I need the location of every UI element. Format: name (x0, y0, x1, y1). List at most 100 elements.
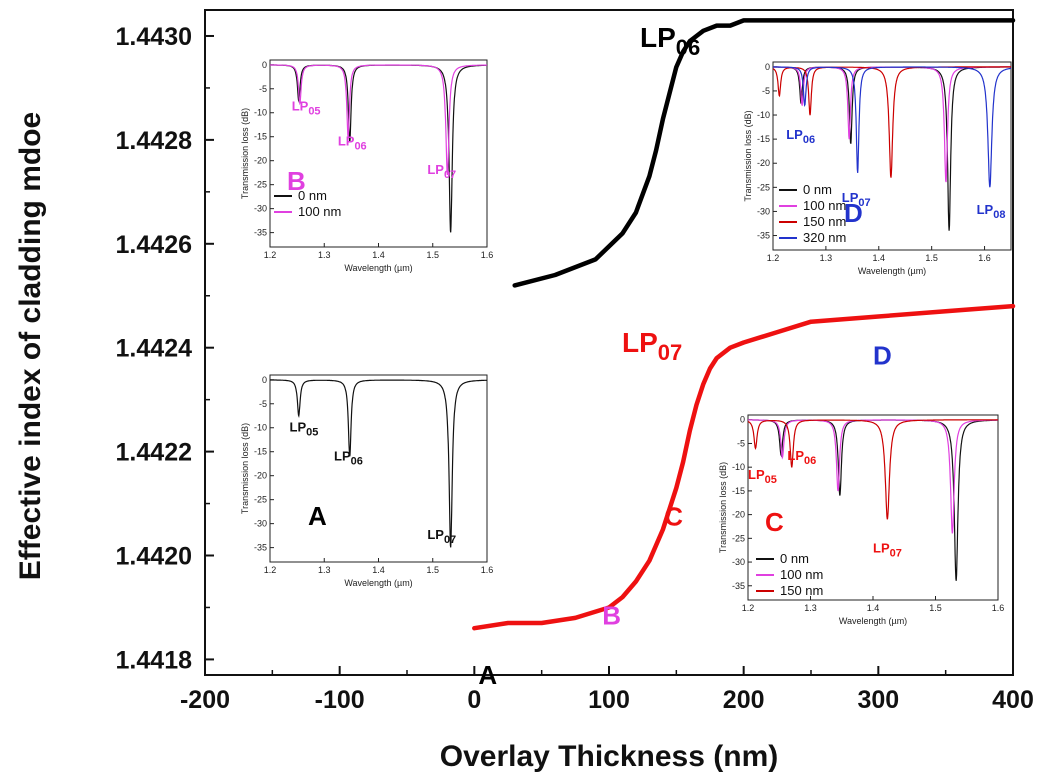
x-axis-title: Overlay Thickness (nm) (440, 740, 778, 773)
inset-y-tick-label: -10 (254, 108, 267, 118)
inset-legend-label: 0 nm (298, 188, 327, 203)
inset-x-tick-label: 1.4 (873, 253, 886, 263)
y-tick-label: 1.4424 (116, 335, 193, 363)
inset-x-tick-label: 1.4 (372, 565, 385, 575)
y-tick-label: 1.4428 (116, 127, 193, 155)
inset-legend-label: 150 nm (803, 214, 846, 229)
inset-y-tick-label: -15 (254, 447, 267, 457)
inset-mode-label: LP06 (338, 133, 367, 152)
series-line-lp07 (472, 303, 1016, 631)
inset-x-tick-label: 1.5 (426, 565, 439, 575)
main-plot-area: -200 -100 0 100 200 300 4001.44181.44201.44221… (116, 9, 1034, 714)
inset-y-tick-label: -25 (254, 180, 267, 190)
x-tick-label: 400 (992, 686, 1034, 714)
inset-x-tick-label: 1.2 (767, 253, 780, 263)
inset-spectra: 1.2 1.3 1.4 1.5 1.6 0 -5 -10 -15 -20 -25 -30 -35 Wave… (240, 59, 1012, 626)
y-tick-label: 1.4420 (116, 543, 192, 571)
inset-spectrum-line (270, 379, 487, 548)
inset-x-axis-label: Wavelength (µm) (344, 263, 412, 273)
inset-spectrum-line (747, 419, 998, 520)
inset-mode-label: LP06 (786, 127, 815, 146)
inset-legend-label: 0 nm (780, 551, 809, 566)
inset-x-tick-label: 1.5 (929, 603, 942, 613)
inset-legend-label: 100 nm (780, 567, 823, 582)
inset-mode-label: LP08 (977, 202, 1006, 221)
x-tick-label: 100 (588, 686, 630, 714)
inset-spectrum-line (772, 66, 1011, 178)
inset-y-tick-label: -35 (757, 231, 770, 241)
inset-x-tick-label: 1.6 (992, 603, 1005, 613)
inset-mode-label: LP07 (427, 527, 456, 546)
inset-y-tick-label: 0 (262, 375, 267, 385)
inset-y-tick-label: -25 (732, 533, 745, 543)
inset-x-tick-label: 1.6 (978, 253, 991, 263)
inset-a: 1.2 1.3 1.4 1.5 1.6 0 -5 -10 -15 -20 -25 -30 -35 Wave… (240, 374, 493, 588)
x-tick-label: -100 (315, 686, 365, 714)
inset-x-tick-label: 1.2 (264, 250, 277, 260)
inset-x-tick-label: 1.6 (481, 250, 494, 260)
inset-y-tick-label: -35 (254, 228, 267, 238)
inset-y-tick-label: -35 (254, 543, 267, 553)
inset-c: 1.2 1.3 1.4 1.5 1.6 0 -5 -10 -15 -20 -25 -30 -35 Wave… (718, 414, 1005, 626)
inset-mode-label: LP07 (842, 190, 871, 209)
series-label-lp07: LP07 (622, 327, 682, 365)
inset-d: 1.2 1.3 1.4 1.5 1.6 0 -5 -10 -15 -20 -25 -30 -35 Wave… (743, 61, 1012, 276)
point-label-a: A (478, 660, 497, 690)
inset-spectrum-line (773, 66, 1012, 188)
inset-y-tick-label: 0 (262, 60, 267, 70)
y-tick-label: 1.4426 (116, 231, 192, 259)
inset-y-tick-label: 0 (740, 415, 745, 425)
inset-x-tick-label: 1.3 (318, 250, 331, 260)
inset-x-tick-label: 1.2 (742, 603, 755, 613)
inset-mode-label: LP05 (290, 420, 319, 439)
series-label-lp06: LP06 (640, 22, 700, 60)
inset-y-tick-label: -5 (737, 438, 745, 448)
inset-y-tick-label: -10 (732, 462, 745, 472)
inset-x-axis-label: Wavelength (µm) (344, 578, 412, 588)
inset-mode-label: LP07 (427, 162, 456, 181)
inset-x-tick-label: 1.3 (820, 253, 833, 263)
inset-y-tick-label: -30 (254, 204, 267, 214)
inset-b: 1.2 1.3 1.4 1.5 1.6 0 -5 -10 -15 -20 -25 -30 -35 Wave… (240, 59, 494, 273)
inset-y-axis-label: Transmission loss (dB) (743, 110, 753, 201)
inset-y-tick-label: -5 (259, 84, 267, 94)
inset-x-tick-label: 1.3 (804, 603, 817, 613)
inset-mode-label: LP05 (748, 467, 777, 486)
inset-x-tick-label: 1.3 (318, 565, 331, 575)
inset-y-tick-label: -10 (757, 110, 770, 120)
inset-frame (772, 61, 1012, 251)
inset-panel-label: D (844, 198, 863, 228)
inset-x-tick-label: 1.5 (426, 250, 439, 260)
inset-y-tick-label: -30 (757, 206, 770, 216)
inset-y-tick-label: -20 (757, 158, 770, 168)
inset-y-tick-label: 0 (765, 62, 770, 72)
point-label-b: B (602, 600, 621, 630)
inset-spectrum-line (270, 64, 487, 176)
inset-legend-label: 320 nm (803, 230, 846, 245)
inset-y-tick-label: -20 (254, 471, 267, 481)
point-label-c: C (664, 502, 683, 532)
inset-legend-label: 100 nm (298, 204, 341, 219)
x-tick-label: 300 (857, 686, 899, 714)
inset-y-tick-label: -20 (254, 156, 267, 166)
inset-mode-label: LP06 (787, 448, 816, 467)
series-line-lp06 (512, 18, 1016, 288)
inset-spectrum-line (748, 419, 998, 534)
inset-legend-label: 0 nm (803, 182, 832, 197)
inset-y-axis-label: Transmission loss (dB) (240, 423, 250, 514)
inset-y-tick-label: -15 (732, 486, 745, 496)
inset-mode-label: LP06 (334, 448, 363, 467)
inset-x-tick-label: 1.2 (264, 565, 277, 575)
inset-x-axis-label: Wavelength (µm) (839, 616, 907, 626)
inset-mode-label: LP05 (292, 98, 321, 117)
inset-panel-label: B (287, 166, 306, 196)
x-tick-label: 200 (723, 686, 765, 714)
inset-x-tick-label: 1.4 (372, 250, 385, 260)
y-tick-label: 1.4418 (116, 646, 193, 674)
inset-panel-label: A (308, 501, 327, 531)
inset-y-axis-label: Transmission loss (dB) (718, 462, 728, 553)
inset-y-tick-label: -30 (254, 519, 267, 529)
y-tick-label: 1.4422 (116, 439, 192, 467)
inset-legend-label: 150 nm (780, 583, 823, 598)
